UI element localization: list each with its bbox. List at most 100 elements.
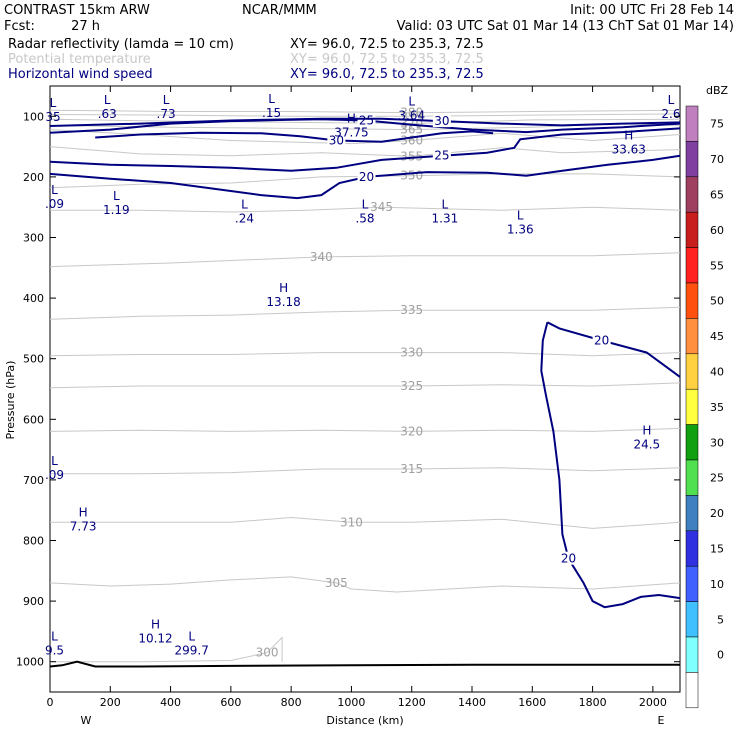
wind-contour-label-bg: [357, 113, 376, 127]
extremum-letter: L: [362, 197, 369, 211]
extremum-letter: L: [517, 208, 524, 222]
extremum-value: .24: [235, 211, 254, 225]
x-tick-label: 1800: [579, 696, 607, 709]
theta-contour-label: 345: [370, 200, 393, 214]
colorbar-level-label: 60: [710, 224, 724, 237]
colorbar-swatch: [685, 636, 699, 673]
colorbar-level-label: 40: [710, 366, 724, 379]
colorbar-level-label: 25: [710, 472, 724, 485]
y-tick-label: 100: [23, 110, 44, 123]
fcst-label: Fcst:: [4, 19, 35, 34]
colorbar-swatch: [685, 176, 699, 213]
org-label: NCAR/MMM: [242, 3, 317, 18]
extremum-value: 2.6: [661, 107, 680, 121]
extremum-value: 9.5: [45, 643, 64, 657]
colorbar-swatch: [685, 353, 699, 390]
y-tick-label: 800: [23, 535, 44, 548]
colorbar-swatch: [685, 247, 699, 284]
colorbar-swatch: [685, 388, 699, 425]
extremum-value: 7.73: [70, 519, 97, 533]
extremum-letter: L: [50, 96, 57, 110]
fcst-value: 27 h: [71, 19, 100, 34]
theta-contour-label: 320: [400, 424, 423, 438]
x-tick-label: 2000: [639, 696, 667, 709]
wind-contour-label: 20: [561, 552, 576, 566]
colorbar-level-label: 45: [710, 330, 724, 343]
colorbar-level-label: 5: [717, 613, 724, 626]
theta-contour-line: [49, 109, 681, 114]
y-tick-label: 1000: [16, 656, 44, 669]
y-tick-label: 500: [23, 353, 44, 366]
x-axis-title: Distance (km): [326, 714, 403, 727]
colorbar-swatch: [685, 318, 699, 355]
extremum-letter: L: [408, 94, 415, 108]
y-tick-label: 900: [23, 595, 44, 608]
colorbar-level-label: 0: [717, 649, 724, 662]
extremum-value: 1.36: [507, 222, 534, 236]
y-tick-label: 600: [23, 413, 44, 426]
extremum-value: 35: [45, 110, 60, 124]
extremum-value: .09: [45, 197, 64, 211]
theta-contour-label: 305: [325, 576, 348, 590]
wind-contour-label: 25: [359, 114, 374, 128]
extremum-value: 33.63: [612, 142, 646, 156]
field-2-xy: XY= 96.0, 72.5 to 235.3, 72.5: [290, 52, 484, 67]
extremum-value: 10.12: [138, 631, 172, 645]
colorbar-level-label: 65: [710, 189, 724, 202]
surface-line: [49, 660, 680, 668]
x-tick-label: 1600: [518, 696, 546, 709]
x-axis-east-label: E: [658, 714, 665, 727]
colorbar-level-label: 15: [710, 543, 724, 556]
y-axis-title: Pressure (hPa): [4, 361, 17, 440]
extremum-letter: L: [104, 93, 111, 107]
colorbar-swatch: [685, 459, 699, 496]
wind-contour-line: [49, 154, 681, 200]
extremum-value: .09: [45, 468, 64, 482]
theta-contour-label: 300: [256, 646, 279, 660]
y-tick-label: 300: [23, 232, 44, 245]
extremum-letter: L: [163, 93, 170, 107]
extremum-letter: L: [113, 189, 120, 203]
wind-contour-label-bg: [327, 133, 346, 147]
colorbar-level-label: 30: [710, 436, 724, 449]
theta-contour-line: [50, 467, 681, 475]
plot-frame: [49, 85, 681, 693]
extremum-letter: L: [442, 197, 449, 211]
extremum-letter: L: [668, 93, 675, 107]
extremum-letter: H: [79, 505, 88, 519]
x-tick-label: 0: [47, 696, 54, 709]
x-tick-label: 1200: [398, 696, 426, 709]
extremum-letter: L: [51, 629, 58, 643]
extremum-letter: H: [151, 617, 160, 631]
extremum-value: 13.18: [266, 295, 300, 309]
init-time: Init: 00 UTC Fri 28 Feb 14: [570, 3, 734, 18]
theta-contour-label: 350: [400, 169, 423, 183]
colorbar-level-label: 70: [710, 153, 724, 166]
theta-contour-line: [49, 382, 681, 389]
theta-contour-label: 340: [310, 250, 333, 264]
theta-contour-line: [49, 146, 681, 157]
wind-contour-line: [49, 117, 681, 127]
model-title: CONTRAST 15km ARW: [4, 3, 150, 18]
theta-contour-line: [49, 306, 681, 320]
theta-contour-line: [49, 576, 681, 593]
theta-contours: 3003053103153203253303353403453503553603…: [49, 106, 681, 663]
theta-contour-label: 355: [400, 149, 423, 163]
extremum-value: 1.31: [432, 211, 459, 225]
colorbar-swatch: [685, 141, 699, 178]
extremum-letter: L: [188, 629, 195, 643]
field-1-xy: XY= 96.0, 72.5 to 235.3, 72.5: [290, 37, 484, 52]
colorbar-level-label: 20: [710, 507, 724, 520]
wind-contour-label-bg: [592, 333, 611, 347]
colorbar-swatch: [685, 601, 699, 638]
theta-contour-label: 315: [400, 462, 423, 476]
theta-contour-label: 325: [400, 379, 423, 393]
x-tick-label: 200: [100, 696, 121, 709]
extremum-value: .63: [98, 107, 117, 121]
wind-contours: 20 25 25 30 30 20 20: [49, 113, 681, 609]
extremum-letter: L: [241, 197, 248, 211]
colorbar-swatch: [685, 424, 699, 461]
field-1-name: Radar reflectivity (lamda = 10 cm): [8, 37, 234, 52]
